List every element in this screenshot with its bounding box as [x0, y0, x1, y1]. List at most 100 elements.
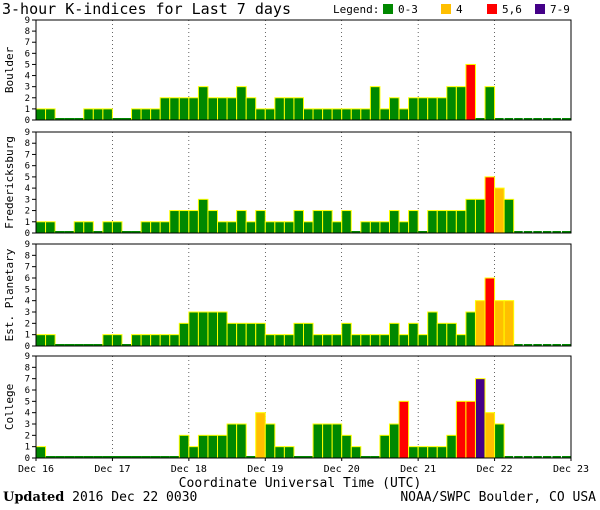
kindex-bar [178, 97, 190, 121]
kindex-bar [475, 118, 486, 120]
empty-slot [533, 344, 542, 346]
kindex-bar [360, 108, 371, 121]
y-tick-label: 7 [25, 150, 30, 160]
kindex-bar [131, 108, 142, 121]
y-tick-label: 8 [25, 251, 30, 261]
kindex-bar [331, 221, 343, 234]
y-tick-label: 9 [25, 128, 30, 138]
kindex-bar [465, 63, 476, 121]
kindex-bar [64, 344, 75, 346]
kindex-bar [121, 231, 132, 233]
kindex-bar [169, 456, 180, 458]
kindex-bar [474, 378, 486, 459]
kindex-bar [388, 97, 400, 121]
y-tick-label: 5 [25, 60, 30, 70]
kindex-bar [246, 456, 256, 458]
kindex-bar [45, 221, 56, 234]
x-tick-label: Dec 20 [324, 464, 360, 475]
empty-slot [561, 344, 571, 346]
empty-slot [542, 118, 552, 120]
kindex-bar [455, 86, 467, 121]
y-tick-label: 9 [25, 240, 30, 250]
empty-slot [561, 118, 571, 120]
legend-swatch [487, 4, 497, 14]
y-tick-label: 3 [25, 420, 30, 430]
kindex-bar [465, 400, 476, 459]
y-tick-label: 1 [25, 218, 30, 228]
kindex-bar [264, 423, 276, 459]
panel-label: College [3, 384, 16, 430]
kindex-bar [293, 97, 305, 121]
kindex-bar [236, 210, 247, 234]
kindex-bar [465, 198, 476, 234]
kindex-bar [64, 118, 75, 120]
kindex-bar [217, 97, 228, 121]
kindex-bar [303, 456, 314, 458]
kindex-bar [264, 334, 276, 347]
kindex-bar [465, 311, 476, 347]
legend-swatch [441, 4, 451, 14]
y-tick-label: 4 [25, 72, 30, 82]
y-tick-label: 4 [25, 297, 30, 307]
legend-swatch [535, 4, 545, 14]
kindex-bar [131, 231, 142, 233]
kindex-bar [207, 311, 219, 347]
kindex-bar [197, 434, 209, 459]
chart-title: 3-hour K-indices for Last 7 days [2, 0, 291, 18]
panel-outline [35, 131, 572, 234]
y-tick-label: 5 [25, 173, 30, 183]
kindex-bar [350, 108, 362, 121]
empty-slot [504, 118, 514, 120]
kindex-bar [322, 108, 333, 121]
kindex-bar [169, 97, 180, 121]
x-axis-label: Coordinate Universal Time (UTC) [179, 476, 422, 491]
kindex-bar [45, 334, 56, 347]
kindex-bar [141, 456, 151, 458]
kindex-bar [35, 108, 47, 121]
kindex-bar [484, 86, 496, 121]
kindex-bar [178, 322, 190, 347]
kindex-bar [455, 400, 467, 459]
empty-slot [514, 231, 523, 233]
kindex-bar [197, 86, 209, 121]
panel-label: Est. Planetary [3, 248, 16, 341]
kindex-bar [398, 221, 410, 234]
kindex-bar [398, 108, 410, 121]
y-tick-label: 4 [25, 409, 30, 419]
empty-slot [552, 118, 561, 120]
kindex-bar [102, 108, 113, 121]
kindex-bar [427, 97, 438, 121]
kindex-bar [418, 231, 428, 233]
y-tick-label: 1 [25, 331, 30, 341]
y-tick-label: 6 [25, 162, 30, 172]
kindex-bar [255, 412, 266, 459]
kindex-bar [360, 334, 371, 347]
x-tick-label: Dec 16 [18, 464, 54, 475]
x-tick-label: Dec 18 [171, 464, 207, 475]
kindex-bar [236, 322, 247, 347]
empty-slot [514, 344, 523, 346]
kindex-bar [274, 446, 285, 459]
kindex-bar [83, 344, 94, 346]
kindex-bar [408, 446, 419, 459]
y-tick-label: 6 [25, 49, 30, 59]
kindex-bar [169, 210, 180, 234]
y-tick-label: 8 [25, 27, 30, 37]
kindex-bar [369, 221, 381, 234]
kindex-bar [293, 456, 304, 458]
kindex-bar [74, 456, 84, 458]
empty-slot [523, 231, 533, 233]
legend-entry-label: 0-3 [398, 3, 418, 16]
kindex-bar [102, 456, 113, 458]
kindex-bar [341, 322, 352, 347]
x-tick-label: Dec 21 [400, 464, 436, 475]
kindex-bar [264, 108, 276, 121]
kindex-bar [197, 311, 209, 347]
kindex-bar [188, 97, 199, 121]
kindex-bar [55, 456, 65, 458]
empty-slot [504, 456, 514, 458]
kindex-bar [245, 322, 257, 347]
kindex-bar [417, 446, 429, 459]
kindex-bar [331, 423, 343, 459]
kindex-bar [92, 108, 104, 121]
